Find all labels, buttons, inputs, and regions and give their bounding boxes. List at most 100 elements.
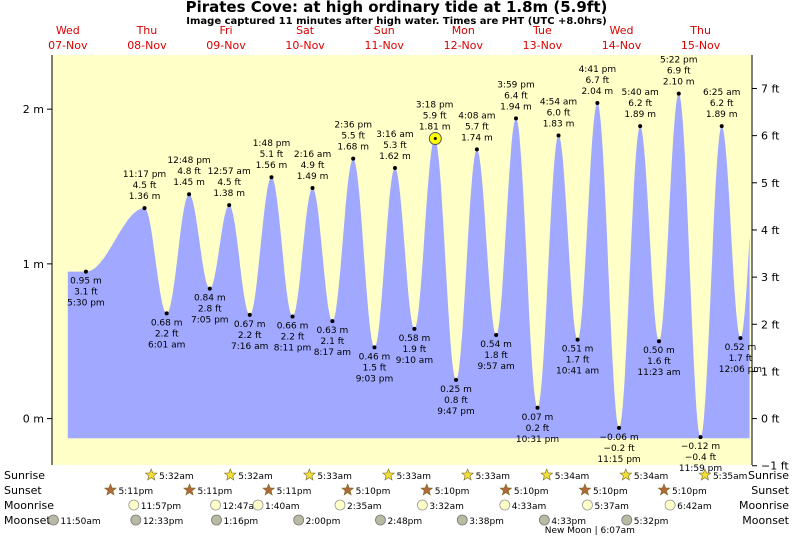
low-tide-point [164, 311, 169, 316]
low-tide-time: 11:15 pm [597, 455, 640, 465]
moonset-icon [47, 514, 59, 526]
high-tide-ft: 4.5 ft [217, 178, 241, 188]
low-tide-point [207, 286, 212, 291]
high-tide-m: 1.74 m [461, 133, 493, 143]
sunset-star-icon [341, 483, 355, 496]
high-tide-m: 1.68 m [337, 143, 369, 153]
high-tide-ft: 4.5 ft [133, 181, 157, 191]
high-tide-time: 3:59 pm [497, 80, 535, 90]
high-tide-time: 5:22 pm [660, 56, 698, 66]
high-tide-time: 12:57 am [208, 167, 251, 177]
low-tide-m: 0.95 m [70, 277, 102, 287]
sunrise-time: 5:32am [159, 472, 194, 482]
day-weekday-label: Sun [374, 24, 395, 37]
low-tide-m: 0.67 m [234, 320, 266, 330]
low-tide-time: 6:01 am [148, 340, 185, 350]
astro-row-label-left: Moonrise [4, 499, 54, 512]
day-weekday-label: Tue [532, 24, 552, 37]
high-tide-point [310, 186, 315, 191]
high-tide-ft: 4.8 ft [177, 167, 201, 177]
moonrise-time: 3:32am [429, 502, 464, 512]
sunset-star-icon [103, 483, 117, 496]
y-right-tick-label: 3 ft [761, 271, 780, 284]
low-tide-m: −0.06 m [599, 433, 638, 443]
moonset-icon [130, 514, 142, 526]
day-date-label: 12-Nov [444, 39, 484, 52]
moonset-icon [621, 514, 633, 526]
low-tide-m: 0.07 m [522, 413, 554, 423]
sunrise-time: 5:34am [634, 472, 669, 482]
sunset-star-icon [499, 483, 513, 496]
moonrise-time: 2:35am [347, 502, 382, 512]
sunrise-star-icon [461, 468, 475, 481]
low-tide-ft: 3.1 ft [74, 288, 98, 298]
day-weekday-label: Thu [689, 24, 711, 37]
astro-row-label-left: Sunset [4, 484, 42, 497]
sunset-star-icon [420, 483, 434, 496]
day-date-label: 15-Nov [681, 39, 721, 52]
low-tide-ft: 2.1 ft [321, 337, 345, 347]
sunrise-time: 5:35am [713, 472, 748, 482]
day-date-label: 09-Nov [206, 39, 246, 52]
day-date-label: 13-Nov [523, 39, 563, 52]
low-tide-time: 7:16 am [231, 342, 268, 352]
low-tide-m: 0.50 m [643, 346, 675, 356]
low-tide-m: 0.66 m [277, 321, 309, 331]
sunrise-time: 5:33am [396, 472, 431, 482]
low-tide-time: 11:59 pm [679, 464, 722, 474]
sunset-star-icon [578, 483, 592, 496]
low-tide-time: 9:03 pm [356, 374, 394, 384]
y-right-tick-label: 4 ft [761, 224, 780, 237]
low-tide-ft: 0.2 ft [526, 424, 550, 434]
high-tide-point [351, 156, 356, 161]
y-right-tick-label: 5 ft [761, 177, 780, 190]
high-tide-m: 1.45 m [173, 178, 205, 188]
chart-header: Pirates Cove: at high ordinary tide at 1… [0, 0, 793, 28]
sunset-time: 5:10pm [672, 487, 707, 497]
day-date-label: 10-Nov [285, 39, 325, 52]
high-tide-time: 11:17 pm [123, 170, 166, 180]
astro-row-label-left: Moonset [4, 514, 51, 527]
high-tide-point [227, 203, 232, 208]
high-tide-ft: 6.9 ft [667, 67, 691, 77]
low-tide-point [454, 377, 459, 382]
high-tide-m: 1.89 m [624, 110, 656, 120]
low-tide-m: 0.51 m [562, 345, 594, 355]
low-tide-time: 11:23 am [637, 368, 680, 378]
high-tide-time: 1:48 pm [253, 139, 291, 149]
high-tide-m: 1.49 m [297, 172, 329, 182]
low-tide-ft: 1.8 ft [484, 351, 508, 361]
low-tide-point [330, 319, 335, 324]
low-tide-point [575, 337, 580, 342]
moonrise-icon [128, 499, 140, 511]
day-date-label: 11-Nov [364, 39, 404, 52]
low-tide-m: 0.54 m [480, 340, 512, 350]
low-tide-point [412, 326, 417, 331]
low-tide-ft: 2.2 ft [155, 329, 179, 339]
sunrise-star-icon [698, 468, 712, 481]
sunset-time: 5:10pm [435, 487, 470, 497]
moonset-time: 4:33pm [551, 517, 586, 527]
sunrise-time: 5:33am [317, 472, 352, 482]
high-tide-ft: 5.3 ft [383, 141, 407, 151]
current-tide-marker-dot [433, 137, 437, 141]
low-tide-point [535, 405, 540, 410]
day-weekday-label: Fri [219, 24, 232, 37]
low-tide-point [290, 314, 295, 319]
sunrise-star-icon [619, 468, 633, 481]
low-tide-ft: −0.2 ft [603, 444, 635, 454]
high-tide-ft: 6.4 ft [504, 91, 528, 101]
astro-row-label-right: Moonset [742, 514, 789, 527]
high-tide-ft: 6.7 ft [586, 76, 610, 86]
sunset-time: 5:10pm [356, 487, 391, 497]
day-weekday-label: Thu [136, 24, 158, 37]
moonset-icon [538, 514, 550, 526]
sunrise-star-icon [302, 468, 316, 481]
high-tide-time: 3:16 am [376, 130, 413, 140]
sunset-star-icon [657, 483, 671, 496]
day-weekday-label: Wed [609, 24, 633, 37]
low-tide-time: 12:06 pm [719, 365, 762, 375]
sunset-time: 5:10pm [593, 487, 628, 497]
low-tide-m: 0.63 m [317, 326, 349, 336]
